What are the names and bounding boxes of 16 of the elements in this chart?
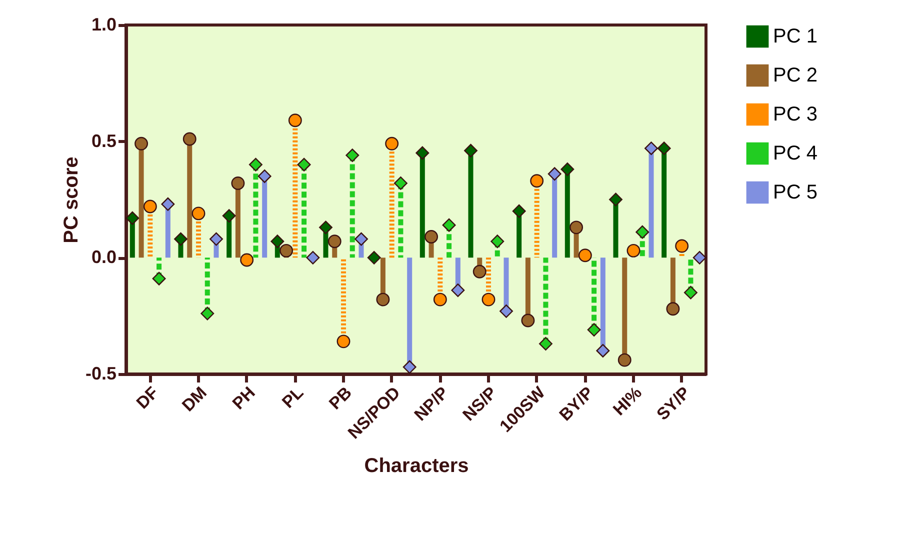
legend-label: PC 5 bbox=[773, 182, 818, 204]
x-tick-label: PH bbox=[228, 383, 259, 414]
legend-label: PC 4 bbox=[773, 142, 818, 164]
x-axis-title: Characters bbox=[364, 454, 469, 477]
x-tick-label: DM bbox=[178, 383, 211, 416]
legend-label: PC 2 bbox=[773, 64, 818, 86]
x-tick-label: DF bbox=[132, 383, 162, 413]
x-tick-label: HI% bbox=[609, 383, 646, 420]
y-tick-label: 0.0 bbox=[91, 247, 116, 268]
y-tick-label: 1.0 bbox=[91, 14, 116, 34]
legend-label: PC 3 bbox=[773, 104, 818, 126]
y-tick-label: -0.5 bbox=[85, 364, 116, 384]
legend-label: PC 1 bbox=[773, 26, 818, 48]
y-tick-label: 0.5 bbox=[91, 130, 116, 151]
y-axis-title: PC score bbox=[60, 156, 82, 244]
x-tick-label: PL bbox=[278, 383, 308, 412]
